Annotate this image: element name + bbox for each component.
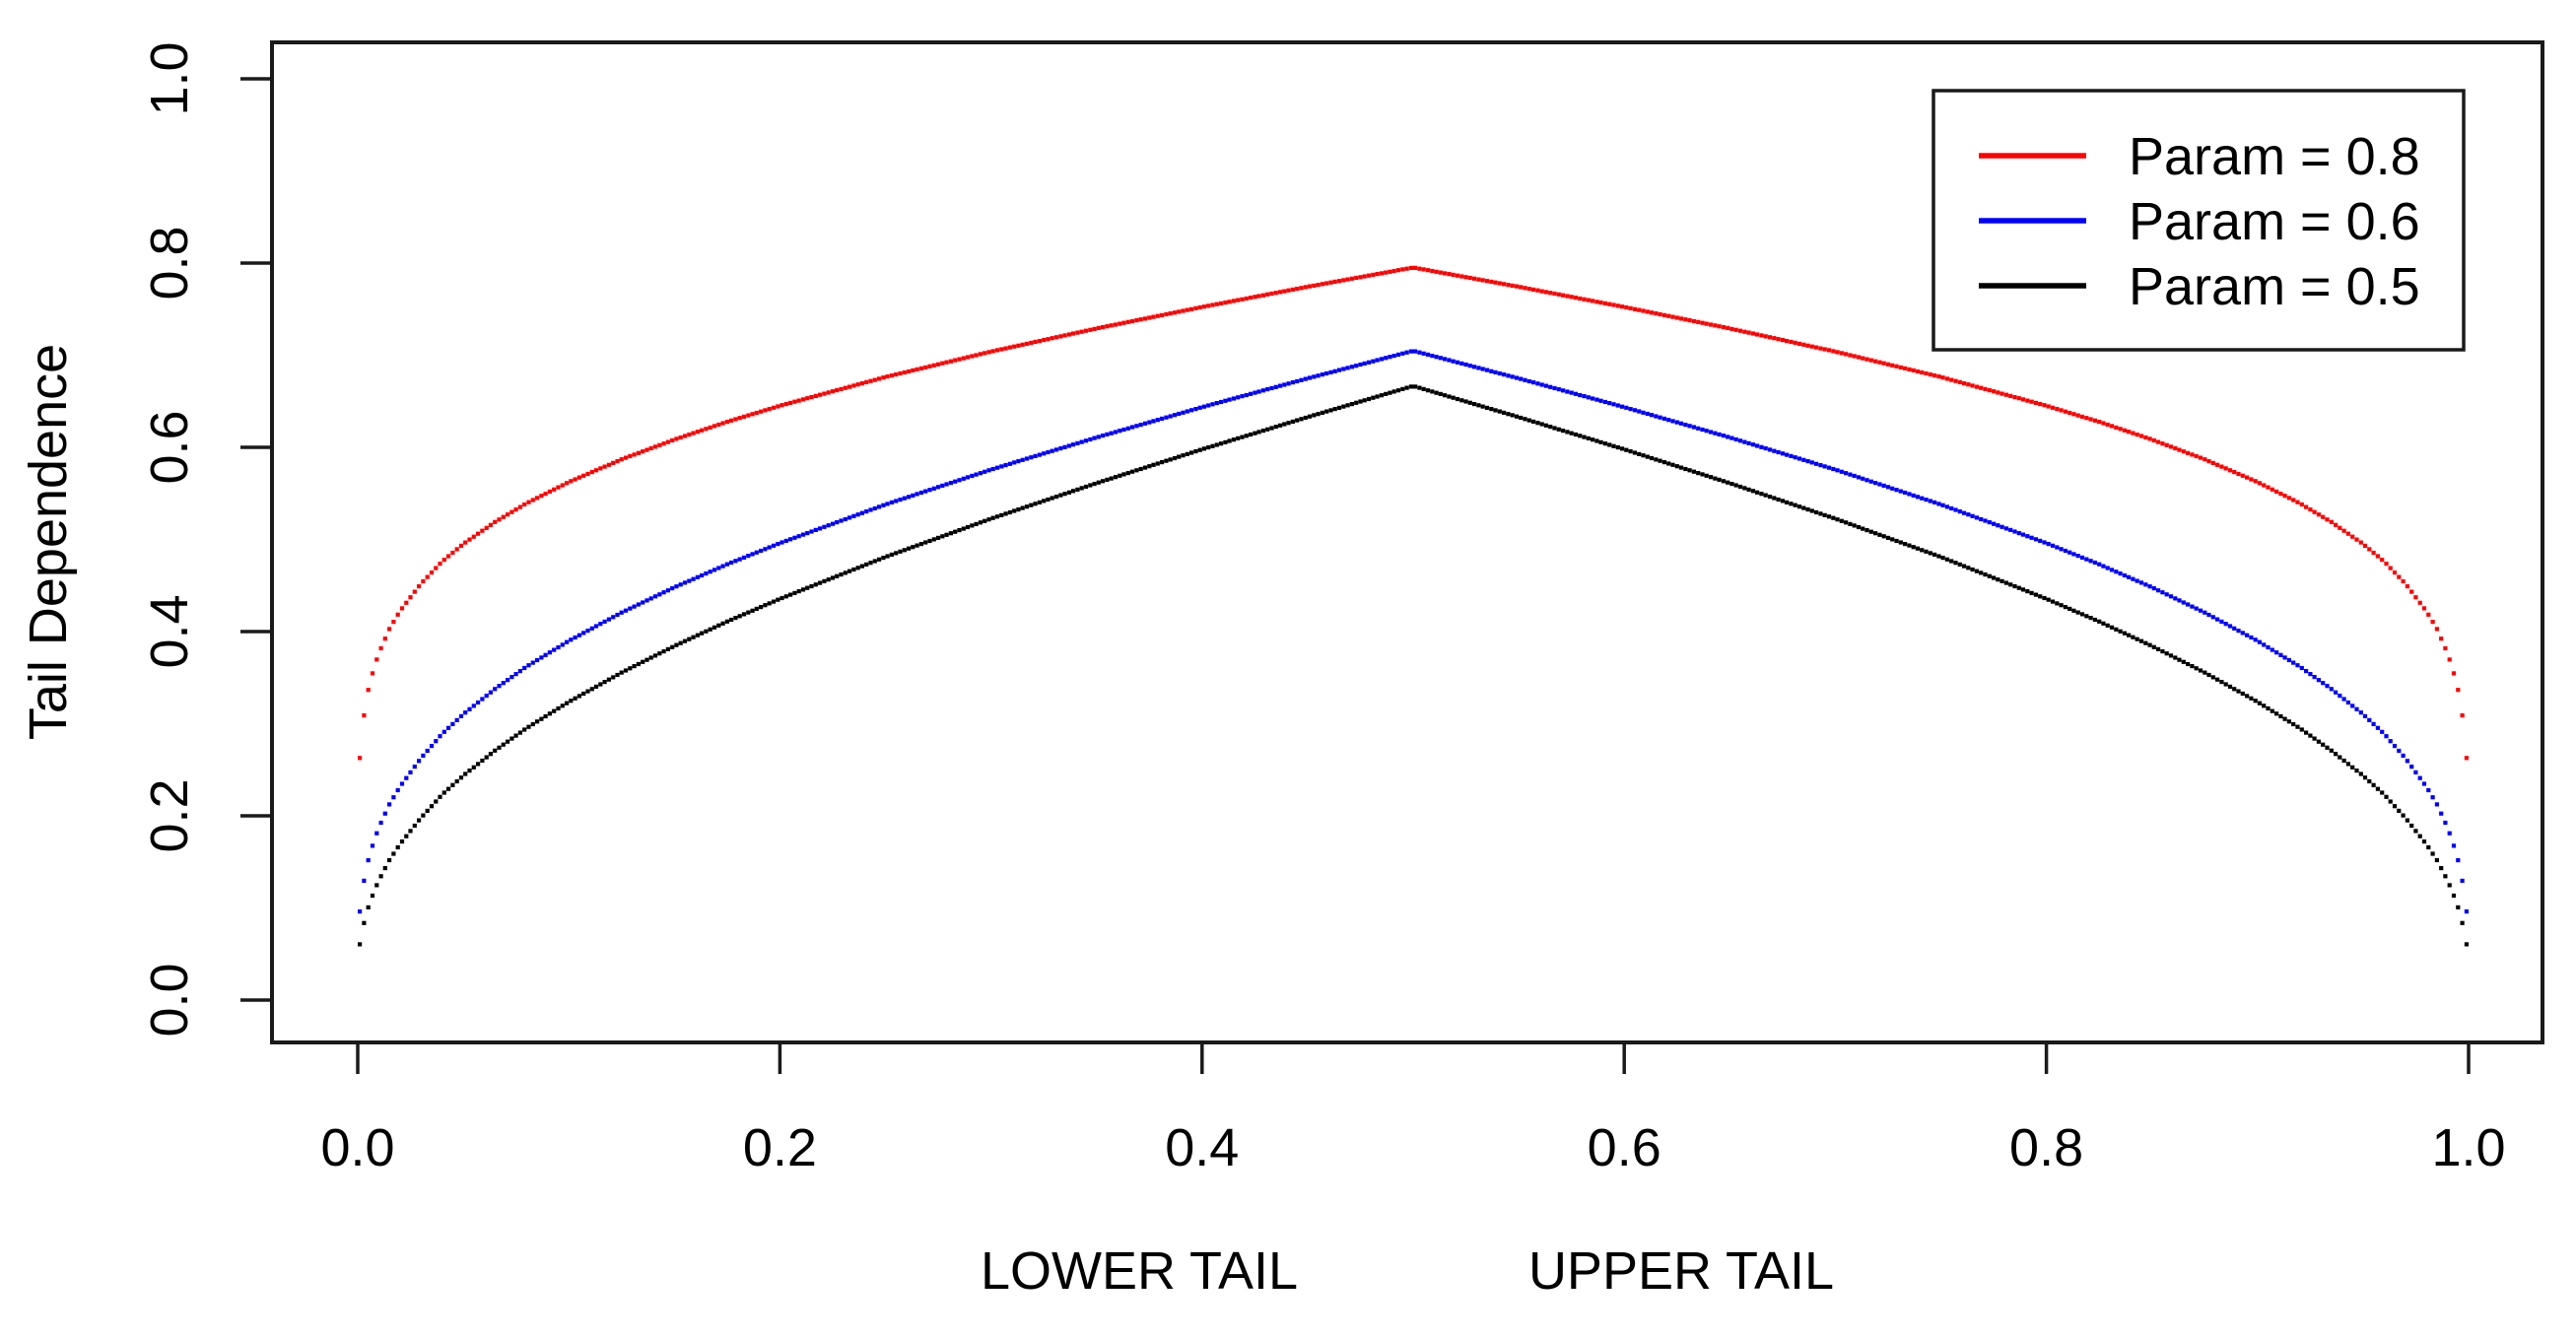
x-tick-label: 0.0 (320, 1118, 394, 1177)
x-axis-label-lower-tail: LOWER TAIL (981, 1241, 1298, 1301)
x-tick-label: 1.0 (2431, 1118, 2505, 1177)
y-axis-title: Tail Dependence (19, 344, 78, 740)
y-tick-label: 1.0 (140, 41, 199, 115)
y-tick-label: 0.0 (140, 963, 199, 1037)
legend-label-param-0.5: Param = 0.5 (2129, 257, 2420, 316)
x-tick-label: 0.4 (1165, 1118, 1239, 1177)
y-tick-label: 0.6 (140, 410, 199, 484)
y-tick-label: 0.2 (140, 778, 199, 852)
x-tick-label: 0.6 (1588, 1118, 1661, 1177)
y-axis: 0.0 0.2 0.4 0.6 0.8 1.0 (140, 41, 272, 1038)
x-axis: 0.0 0.2 0.4 0.6 0.8 1.0 (320, 1042, 2506, 1177)
x-tick-label: 0.2 (743, 1118, 817, 1177)
legend-label-param-0.8: Param = 0.8 (2129, 127, 2420, 186)
series-param0.5 (358, 384, 2469, 947)
x-tick-label: 0.8 (2009, 1118, 2083, 1177)
y-tick-label: 0.4 (140, 594, 199, 668)
x-axis-label-upper-tail: UPPER TAIL (1528, 1241, 1834, 1301)
legend-label-param-0.6: Param = 0.6 (2129, 192, 2420, 251)
y-tick-label: 0.8 (140, 226, 199, 300)
series-points-layer (358, 265, 2469, 947)
legend: Param = 0.8 Param = 0.6 Param = 0.5 (1932, 89, 2466, 352)
series-param0.8 (358, 265, 2469, 761)
plot-box (270, 40, 2544, 1044)
series-param0.6 (358, 349, 2469, 914)
